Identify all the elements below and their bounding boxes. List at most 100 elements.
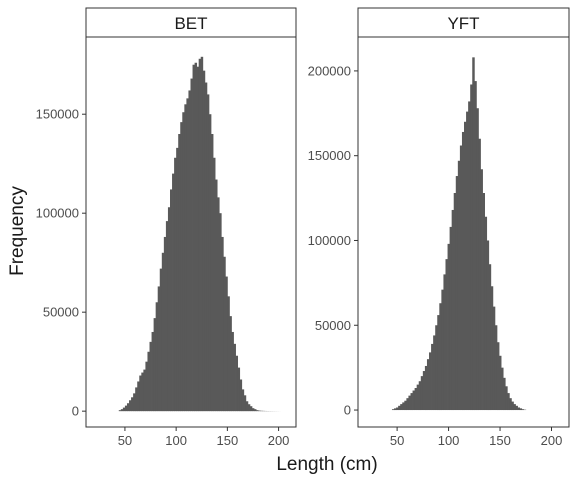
- bar-bet: [143, 369, 146, 412]
- bar-bet: [241, 389, 245, 412]
- bar-bet: [163, 236, 167, 412]
- bar-bet: [233, 343, 236, 412]
- bar-yft: [435, 325, 438, 411]
- bar-yft: [418, 381, 422, 411]
- bar-yft: [396, 407, 399, 411]
- bar-yft: [505, 386, 508, 411]
- bar-bet: [188, 90, 191, 412]
- bar-yft: [478, 138, 481, 411]
- y-tick-label-yft: 0: [344, 403, 351, 418]
- bar-bet: [174, 157, 177, 412]
- x-tick-label-bet: 200: [268, 433, 290, 448]
- bar-bet: [249, 406, 253, 412]
- bar-yft: [447, 243, 451, 411]
- bar-yft: [480, 169, 483, 411]
- bar-yft: [484, 216, 488, 411]
- x-tick-label-bet: 150: [217, 433, 239, 448]
- bar-yft: [474, 81, 477, 411]
- bar-bet: [147, 351, 150, 412]
- bar-bet: [186, 98, 189, 412]
- bar-yft: [391, 409, 395, 411]
- bar-bet: [243, 395, 247, 412]
- bar-yft: [453, 193, 457, 411]
- bar-yft: [509, 398, 512, 411]
- y-tick-label-bet: 150000: [36, 107, 79, 122]
- bar-yft: [468, 101, 471, 411]
- bar-bet: [192, 64, 195, 412]
- bar-bet: [161, 252, 165, 412]
- strip-bet: [85, 7, 297, 38]
- bar-yft: [410, 393, 413, 411]
- strip-label-yft: YFT: [447, 14, 479, 33]
- bar-bet: [247, 404, 251, 412]
- bar-yft: [402, 402, 405, 411]
- bar-bet: [135, 387, 138, 412]
- bar-bet: [129, 400, 132, 412]
- bar-yft: [437, 315, 440, 411]
- bar-bet: [184, 104, 187, 412]
- bar-yft: [404, 400, 407, 411]
- bar-bet: [141, 372, 144, 412]
- bar-bet: [159, 268, 163, 412]
- panel-border-yft: [357, 36, 570, 428]
- bar-yft: [472, 57, 475, 411]
- bar-yft: [449, 226, 453, 411]
- bar-yft: [494, 325, 498, 411]
- y-tick-label-bet: 100000: [36, 206, 79, 221]
- bar-bet: [202, 70, 206, 412]
- y-tick-label-bet: 50000: [43, 305, 79, 320]
- bar-bet: [245, 401, 249, 412]
- bar-bet: [176, 147, 179, 412]
- bar-bet: [178, 134, 181, 412]
- bar-yft: [414, 388, 418, 411]
- bar-bet: [231, 331, 234, 412]
- y-tick-label-yft: 150000: [308, 148, 351, 163]
- bar-yft: [455, 176, 459, 411]
- x-tick-label-bet: 50: [118, 433, 132, 448]
- bar-yft: [501, 367, 504, 411]
- bar-bet: [155, 302, 159, 412]
- bar-bet: [210, 134, 214, 412]
- bar-yft: [464, 121, 467, 411]
- bar-bet: [172, 173, 175, 412]
- bar-bet: [237, 367, 241, 412]
- bar-yft: [507, 393, 510, 411]
- bar-yft: [400, 404, 403, 411]
- bar-yft: [492, 306, 496, 411]
- x-tick-label-yft: 150: [489, 433, 511, 448]
- bar-yft: [519, 408, 523, 411]
- bar-yft: [408, 395, 411, 411]
- bar-bet: [165, 221, 169, 412]
- bar-bet: [194, 62, 198, 412]
- bar-bet: [170, 189, 173, 412]
- bar-bet: [239, 379, 243, 412]
- bar-yft: [412, 390, 416, 411]
- bar-yft: [416, 384, 420, 411]
- bar-yft: [424, 365, 428, 411]
- x-tick-label-yft: 100: [438, 433, 460, 448]
- panel-bet: BET 0 50000 100000 150000 50 100 150 200: [36, 7, 297, 448]
- bar-yft: [445, 259, 448, 411]
- bar-bet: [139, 375, 142, 412]
- bar-bet: [196, 66, 200, 412]
- bar-yft: [431, 343, 434, 411]
- bar-yft: [398, 405, 401, 411]
- bar-bet: [215, 179, 218, 412]
- x-tick-label-yft: 50: [390, 433, 404, 448]
- bar-bet: [258, 410, 261, 412]
- bar-bet: [126, 403, 130, 412]
- bar-yft: [451, 209, 455, 411]
- bar-bet: [157, 286, 161, 412]
- bar-yft: [496, 342, 500, 411]
- bar-bet: [124, 405, 128, 412]
- bar-yft: [513, 404, 516, 411]
- bar-bet: [256, 410, 259, 412]
- bar-yft: [488, 264, 492, 411]
- bar-yft: [429, 352, 432, 411]
- bar-yft: [394, 408, 397, 411]
- bar-bet: [122, 407, 126, 412]
- bar-bet: [204, 82, 208, 412]
- bar-yft: [420, 376, 424, 411]
- bar-bet: [149, 341, 152, 412]
